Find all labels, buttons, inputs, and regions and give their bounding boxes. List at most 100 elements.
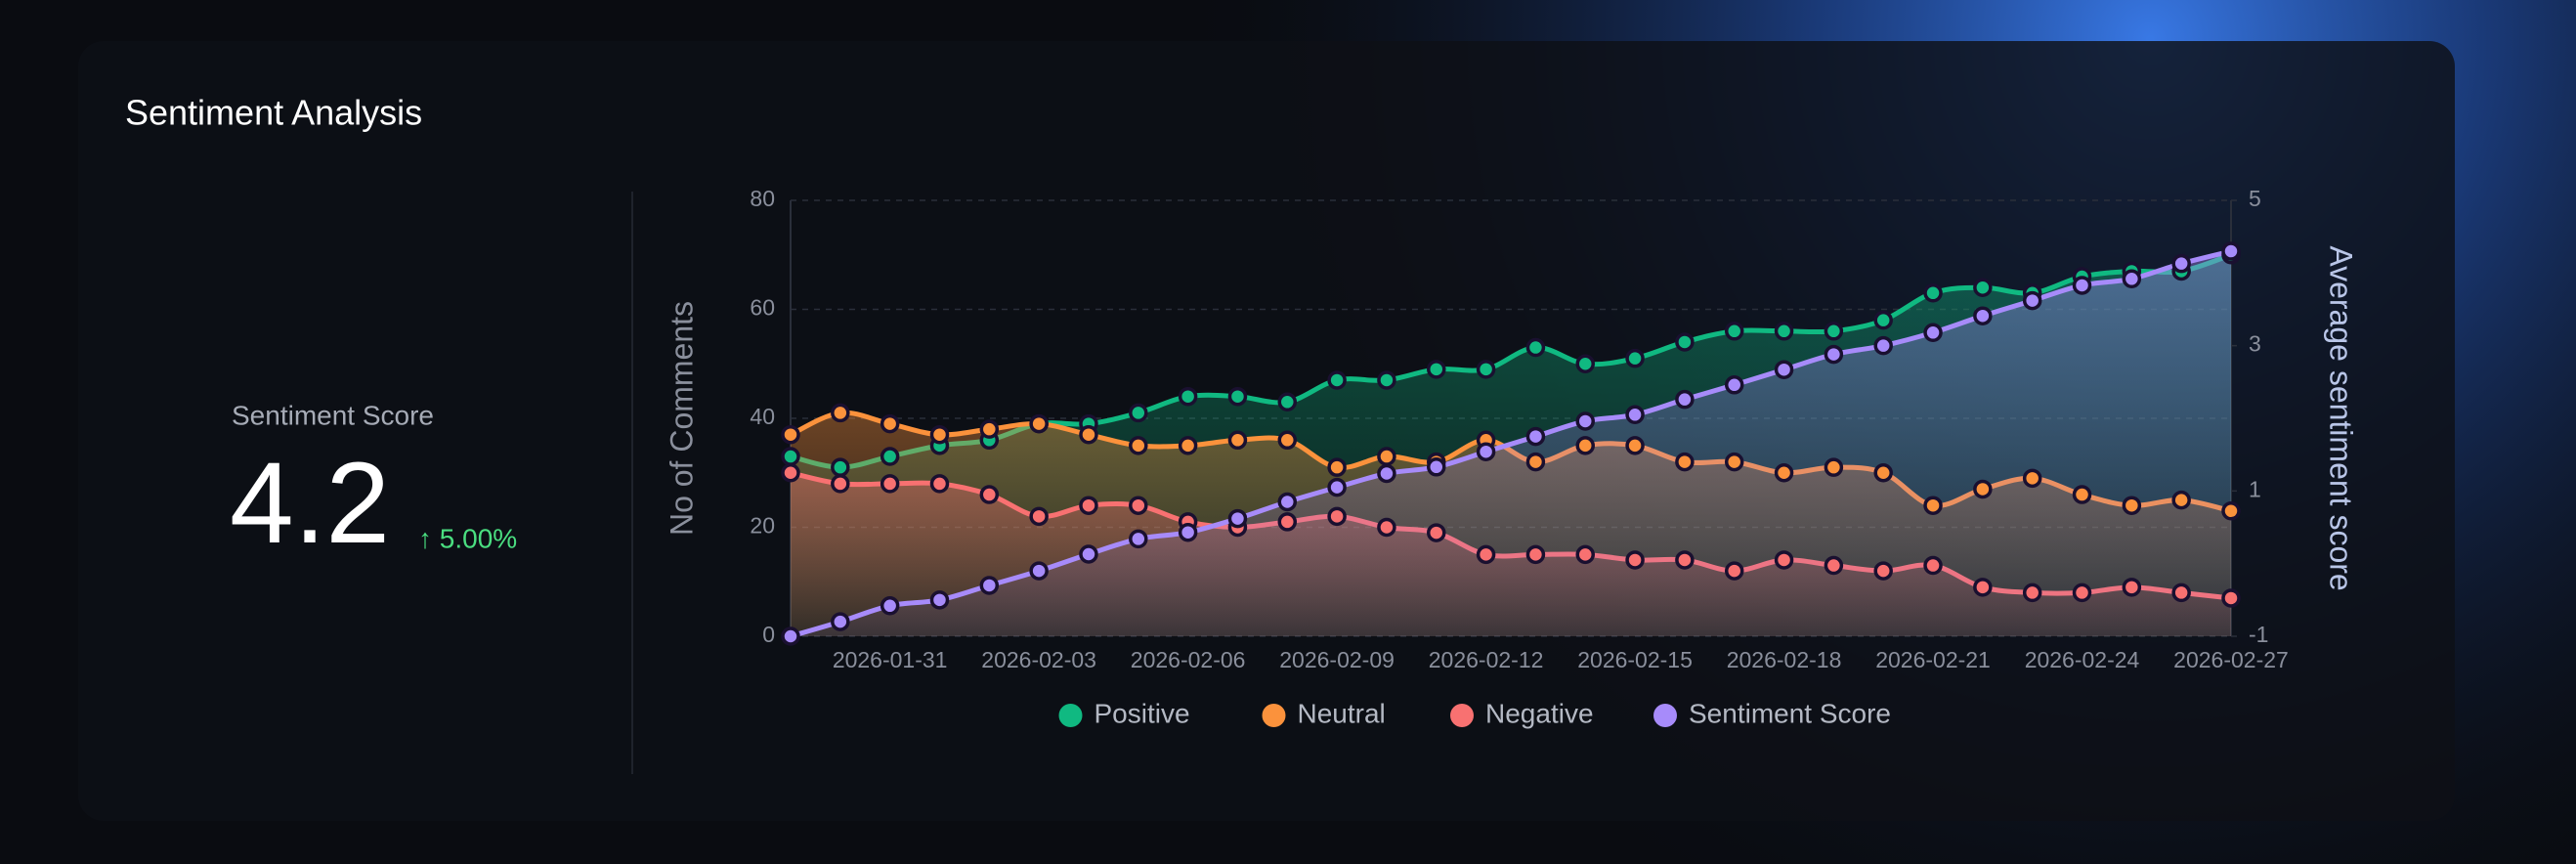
data-point (1824, 555, 1844, 576)
data-point (781, 447, 800, 466)
data-point (1327, 457, 1347, 477)
data-point (880, 447, 900, 466)
data-point (979, 576, 1000, 595)
legend-swatch (1653, 704, 1677, 727)
data-point (1973, 578, 1993, 597)
data-point (1675, 550, 1695, 570)
data-point (781, 626, 800, 646)
data-point (1675, 389, 1695, 410)
data-point (1525, 452, 1546, 472)
data-point (2022, 290, 2042, 311)
data-point (781, 424, 800, 445)
data-point (2022, 468, 2042, 489)
data-point (1427, 360, 1446, 379)
data-point (1476, 544, 1496, 565)
data-point (2221, 588, 2241, 608)
card-title: Sentiment Analysis (125, 93, 422, 133)
y2-tick-label: 5 (2249, 186, 2261, 211)
data-point (2171, 253, 2191, 274)
data-point (1774, 322, 1794, 341)
data-point (2171, 583, 2191, 603)
x-tick-label: 2026-02-03 (981, 647, 1096, 672)
data-point (1575, 411, 1595, 431)
data-point (1774, 550, 1794, 570)
data-point (1973, 479, 1993, 499)
data-point (1377, 447, 1396, 466)
data-point (1625, 436, 1645, 455)
legend-label: Neutral (1298, 698, 1386, 728)
data-point (831, 403, 850, 423)
data-point (1079, 496, 1098, 515)
data-point (831, 474, 850, 494)
data-point (1625, 405, 1645, 425)
data-point (1377, 517, 1396, 538)
data-point (2122, 496, 2142, 515)
data-point (2221, 501, 2241, 521)
data-point (1129, 403, 1148, 423)
data-point (1973, 306, 1993, 325)
y2-tick-label: 1 (2249, 476, 2261, 501)
data-point (1227, 386, 1248, 407)
data-point (2171, 490, 2191, 510)
legend-label: Sentiment Score (1689, 698, 1891, 728)
x-tick-label: 2026-02-24 (2025, 647, 2140, 672)
data-point (1327, 477, 1347, 497)
series-area (791, 251, 2231, 636)
data-point (1079, 544, 1098, 564)
y-tick-label: 40 (750, 404, 775, 429)
data-point (831, 457, 850, 477)
data-point (1525, 337, 1546, 358)
data-point (1029, 506, 1049, 527)
data-point (880, 413, 900, 434)
data-point (2122, 269, 2142, 289)
data-point (1427, 523, 1446, 542)
data-point (1774, 360, 1794, 379)
data-point (929, 424, 950, 445)
data-point (1327, 506, 1347, 527)
x-tick-label: 2026-02-06 (1131, 647, 1246, 672)
data-point (1575, 436, 1595, 455)
y-tick-label: 0 (762, 622, 775, 647)
legend-swatch (1262, 704, 1286, 727)
data-point (1675, 332, 1695, 352)
data-point (1824, 457, 1844, 477)
data-point (1227, 430, 1248, 451)
data-point (1824, 344, 1844, 365)
data-point (929, 590, 950, 610)
data-point (1873, 561, 1893, 581)
x-tick-label: 2026-02-21 (1875, 647, 1991, 672)
data-point (1029, 413, 1049, 434)
score-value: 4.2 (230, 439, 390, 568)
x-tick-label: 2026-02-15 (1577, 647, 1693, 672)
data-point (1029, 561, 1049, 581)
data-point (1675, 452, 1695, 472)
data-point (1277, 430, 1298, 451)
y-tick-label: 60 (750, 295, 775, 321)
data-point (880, 474, 900, 494)
data-point (1227, 508, 1248, 529)
data-point (1873, 463, 1893, 483)
x-tick-label: 2026-02-09 (1279, 647, 1395, 672)
data-point (781, 463, 800, 483)
data-point (1129, 529, 1148, 549)
y-tick-label: 80 (750, 186, 775, 211)
legend-label: Negative (1485, 698, 1594, 728)
score-label: Sentiment Score (232, 400, 434, 430)
y-tick-label: 20 (750, 513, 775, 539)
data-point (1774, 463, 1794, 483)
data-point (1277, 392, 1298, 412)
data-point (2072, 276, 2092, 295)
data-point (1724, 322, 1744, 341)
data-point (1724, 452, 1744, 472)
data-point (831, 612, 850, 631)
data-point (880, 596, 900, 616)
data-point (1476, 442, 1496, 461)
data-point (1873, 310, 1893, 330)
data-point (979, 485, 1000, 504)
data-point (1427, 457, 1446, 477)
data-point (1575, 544, 1595, 565)
legend-label: Positive (1095, 698, 1190, 728)
y-axis-label: No of Comments (664, 301, 699, 536)
data-point (1923, 283, 1943, 303)
